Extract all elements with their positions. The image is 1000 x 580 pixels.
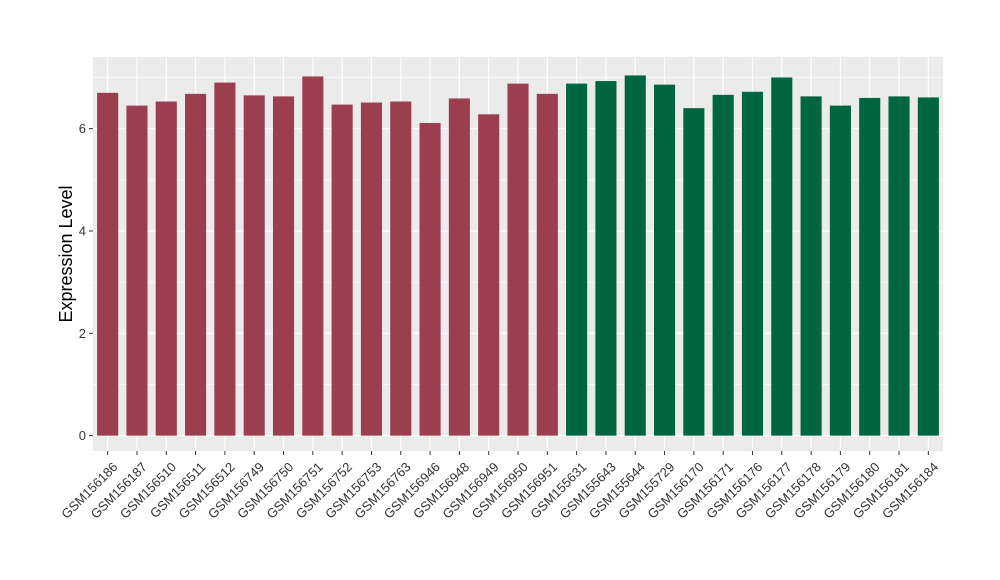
bar: [243, 95, 265, 436]
bar: [419, 123, 441, 436]
bar: [390, 101, 412, 436]
x-axis: GSM156186GSM156187GSM156510GSM156511GSM1…: [58, 451, 941, 522]
bar: [624, 75, 646, 436]
y-axis-title: Expression Level: [56, 185, 76, 322]
bar: [654, 84, 676, 436]
bar: [97, 92, 119, 436]
bar: [448, 98, 470, 436]
bar: [126, 105, 148, 436]
bar: [712, 94, 734, 436]
bar: [331, 104, 353, 436]
y-tick-label: 0: [79, 428, 86, 443]
bar: [829, 105, 851, 436]
bar: [478, 114, 500, 436]
bar: [185, 93, 207, 436]
bars: [97, 75, 939, 436]
y-tick-label: 4: [79, 223, 86, 238]
bar: [155, 101, 177, 436]
bar: [917, 97, 939, 436]
bar: [771, 77, 793, 436]
bar: [272, 96, 295, 436]
y-axis: 0 2 4 6: [79, 121, 93, 443]
bar: [595, 81, 617, 436]
bar: [741, 91, 764, 436]
y-tick-label: 6: [79, 121, 86, 136]
bar: [888, 96, 910, 436]
bar: [214, 82, 236, 436]
bar: [302, 76, 324, 436]
y-tick-label: 2: [79, 326, 86, 341]
bar: [859, 97, 881, 436]
bar: [800, 96, 822, 436]
bar: [507, 83, 529, 436]
bar: [360, 102, 382, 436]
bar: [683, 108, 705, 436]
bar: [566, 83, 588, 436]
bar: [536, 93, 558, 436]
